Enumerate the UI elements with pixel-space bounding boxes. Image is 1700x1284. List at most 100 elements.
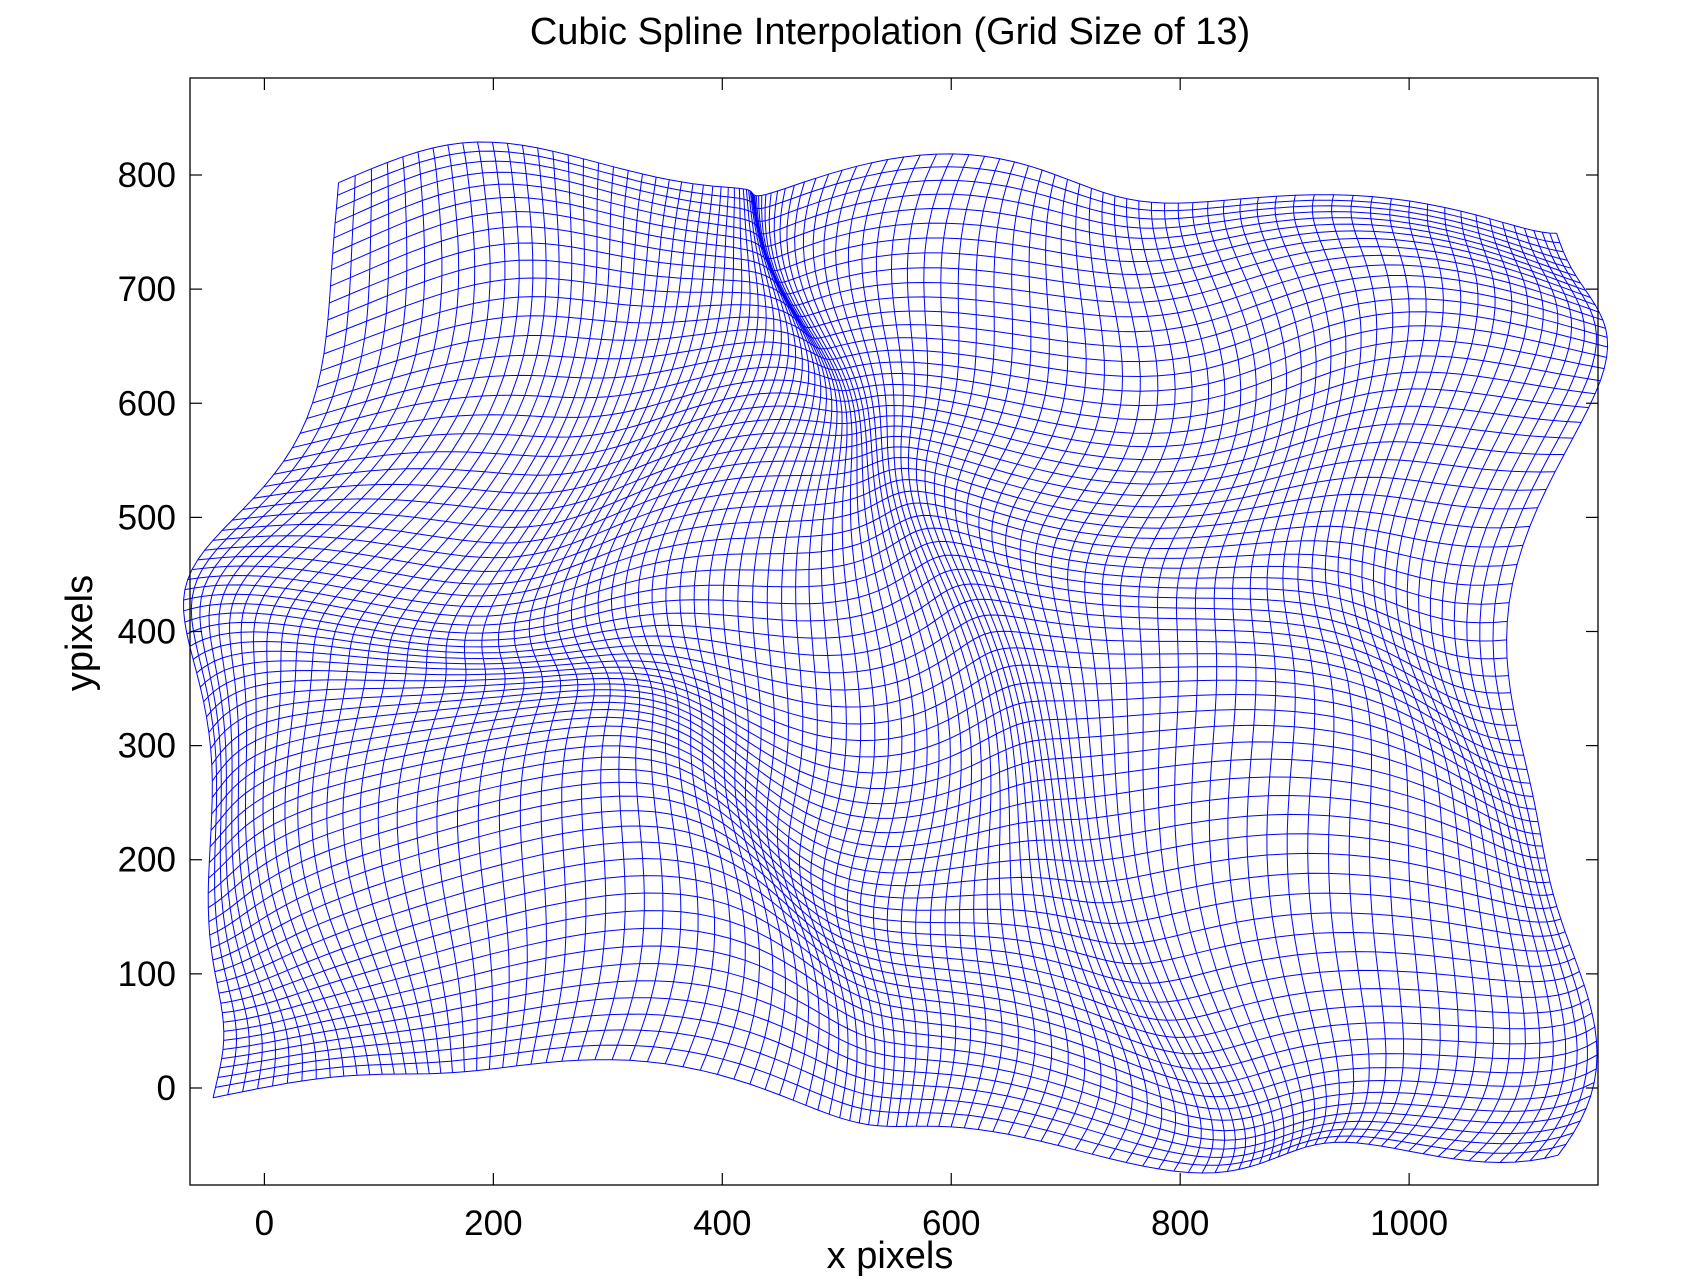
mesh-column-line xyxy=(915,153,1020,1132)
mesh-column-line xyxy=(761,195,830,1111)
mesh-column-line xyxy=(190,175,356,1095)
mesh-column-line xyxy=(624,188,743,1061)
mesh-column-line xyxy=(965,165,1102,1151)
y-tick-label: 300 xyxy=(118,727,176,766)
mesh-column-line xyxy=(1101,200,1226,1173)
mesh-column-line xyxy=(457,173,643,1071)
mesh-column-line xyxy=(1019,183,1163,1167)
mesh-column-line xyxy=(284,142,506,1076)
mesh-column-line xyxy=(1297,194,1347,1144)
mesh-column-line xyxy=(1324,195,1378,1143)
mesh-column-line xyxy=(693,191,782,1075)
mesh-column-line xyxy=(516,181,683,1066)
x-tick-label: 0 xyxy=(255,1204,274,1243)
mesh-column-line xyxy=(786,185,876,1125)
mesh-column-line xyxy=(1479,231,1586,1162)
mesh-column-line xyxy=(1266,196,1317,1148)
mesh-column-line xyxy=(1050,192,1190,1172)
mesh-column-line xyxy=(1005,179,1148,1163)
mesh-column-line xyxy=(1384,207,1462,1152)
mesh-column-line xyxy=(545,184,704,1063)
mesh-column-line xyxy=(755,195,816,1101)
mesh-column-line xyxy=(396,162,599,1074)
mesh-column-line xyxy=(1067,195,1202,1173)
mesh-column-line xyxy=(954,161,1086,1146)
mesh-column-line xyxy=(1084,198,1214,1174)
x-tick-label: 1000 xyxy=(1370,1204,1448,1243)
mesh-column-line xyxy=(477,177,657,1070)
mesh-column-line xyxy=(1492,232,1597,1159)
mesh-column-line xyxy=(1156,203,1257,1168)
mesh-column-line xyxy=(1506,233,1609,1156)
mesh-column-line xyxy=(1246,197,1305,1151)
mesh-column-line xyxy=(737,194,803,1090)
mesh-column-line xyxy=(530,183,694,1065)
mesh-column-line xyxy=(794,181,890,1126)
y-tick-label: 700 xyxy=(118,270,176,309)
y-tick-label: 600 xyxy=(118,384,176,423)
tick-layer: 0 200 400 600 800 1000 0 100 200 300 400 500 600 700 8… xyxy=(118,78,1598,1243)
mesh-column-line xyxy=(1138,203,1247,1170)
mesh-column-line xyxy=(1453,228,1559,1163)
mesh-column-line xyxy=(297,143,520,1075)
x-tick-label: 200 xyxy=(464,1204,522,1243)
mesh-column-line xyxy=(1349,198,1410,1145)
mesh-column-line xyxy=(218,156,408,1087)
mesh-column-line xyxy=(1372,204,1444,1149)
x-tick-label: 800 xyxy=(1151,1204,1209,1243)
mesh-column-line xyxy=(1429,222,1529,1162)
mesh-column-line xyxy=(651,189,759,1064)
mesh-column-line xyxy=(991,174,1133,1159)
mesh-column-line xyxy=(359,154,573,1074)
mesh-column-line xyxy=(933,156,1053,1138)
mesh-column-line xyxy=(751,195,810,1096)
mesh-column-line xyxy=(1119,202,1236,1172)
mesh-column-line xyxy=(240,147,443,1082)
mesh-column-line xyxy=(561,186,714,1062)
mesh-column-line xyxy=(978,169,1118,1155)
mesh-column-line xyxy=(707,192,790,1080)
x-tick-label: 600 xyxy=(922,1204,980,1243)
mesh-column-line xyxy=(665,190,767,1067)
y-tick-label: 0 xyxy=(157,1069,176,1108)
mesh-column-line xyxy=(342,151,560,1075)
chart-title: Cubic Spline Interpolation (Grid Size of… xyxy=(530,11,1250,53)
mesh-column-line xyxy=(577,186,722,1061)
mesh-column-line xyxy=(847,162,951,1127)
mesh-column-line xyxy=(272,141,491,1077)
mesh-column-line xyxy=(199,168,373,1092)
y-tick-label: 400 xyxy=(118,613,176,652)
mesh-column-line xyxy=(1418,218,1513,1160)
y-tick-label: 800 xyxy=(118,156,176,195)
mesh-column-line xyxy=(252,144,460,1079)
x-tick-label: 400 xyxy=(693,1204,751,1243)
mesh-column-line xyxy=(679,190,775,1071)
mesh-column-line xyxy=(1208,200,1285,1158)
mesh-column-line xyxy=(812,174,916,1127)
mesh-column-line xyxy=(823,170,928,1127)
mesh-column-line xyxy=(262,142,476,1078)
mesh-column-line xyxy=(773,190,858,1121)
mesh-column-line xyxy=(875,156,973,1128)
mesh-column-line xyxy=(1395,211,1479,1155)
mesh-column-line xyxy=(906,153,1003,1130)
y-tick-label: 500 xyxy=(118,498,176,537)
x-axis-label: x pixels xyxy=(827,1235,954,1277)
mesh-column-line xyxy=(610,187,735,1060)
mesh-column-line xyxy=(890,154,987,1129)
mesh-column-line xyxy=(1282,195,1332,1146)
mesh-column-line xyxy=(1441,225,1544,1163)
mesh-column-line xyxy=(758,195,822,1106)
mesh-column-line xyxy=(1311,194,1362,1143)
mesh-column-line xyxy=(1337,196,1394,1144)
mesh-column-line xyxy=(1466,230,1573,1163)
mesh-column-line xyxy=(1174,202,1266,1164)
y-tick-label: 200 xyxy=(118,841,176,880)
mesh-column-line xyxy=(924,154,1036,1135)
mesh-column-line xyxy=(764,194,840,1115)
mesh-column-line xyxy=(436,170,629,1072)
mesh-column-line xyxy=(1034,188,1177,1170)
y-axis-label: ypixels xyxy=(59,575,101,691)
mesh-column-line xyxy=(208,162,390,1089)
